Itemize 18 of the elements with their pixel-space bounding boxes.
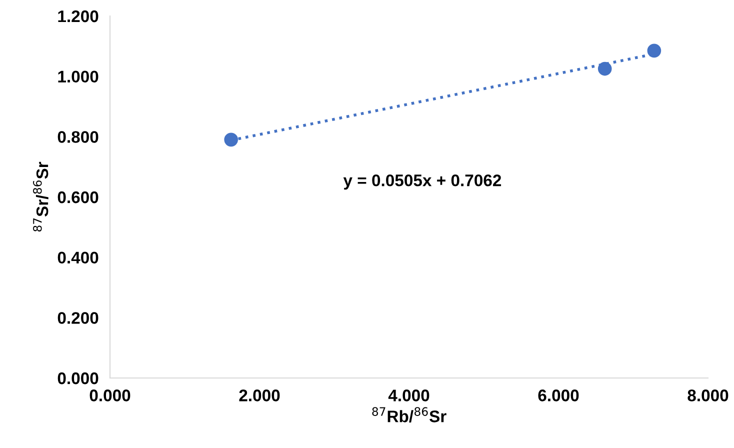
point — [647, 44, 662, 58]
y-tick-label: 0.200 — [58, 312, 98, 324]
x-tick-label: 4.000 — [388, 390, 430, 402]
y-tick-label: 0.600 — [58, 191, 98, 204]
x-tick-label: 2.000 — [239, 390, 280, 402]
annotation: y = 0.0505x + 0.7062 — [343, 174, 502, 190]
y-tick-label: 0.800 — [58, 131, 98, 143]
y-tick-label: 0.400 — [58, 252, 98, 264]
x-axis-title: $^{87}$Rb/$^{86}$Sr — [372, 407, 446, 422]
y-tick-label: 1.200 — [58, 10, 98, 22]
y-tick-label: 1.000 — [58, 70, 98, 83]
y-axis-title: $^{87}$Sr/$^{86}$Sr — [33, 162, 48, 232]
x-tick-label: 0.000 — [90, 390, 130, 402]
point — [224, 132, 238, 147]
x-tick-label: 6.000 — [538, 390, 579, 402]
y-tick-label: 0.000 — [58, 372, 98, 384]
point — [598, 62, 612, 76]
x-tick-label: 8.000 — [688, 390, 728, 402]
